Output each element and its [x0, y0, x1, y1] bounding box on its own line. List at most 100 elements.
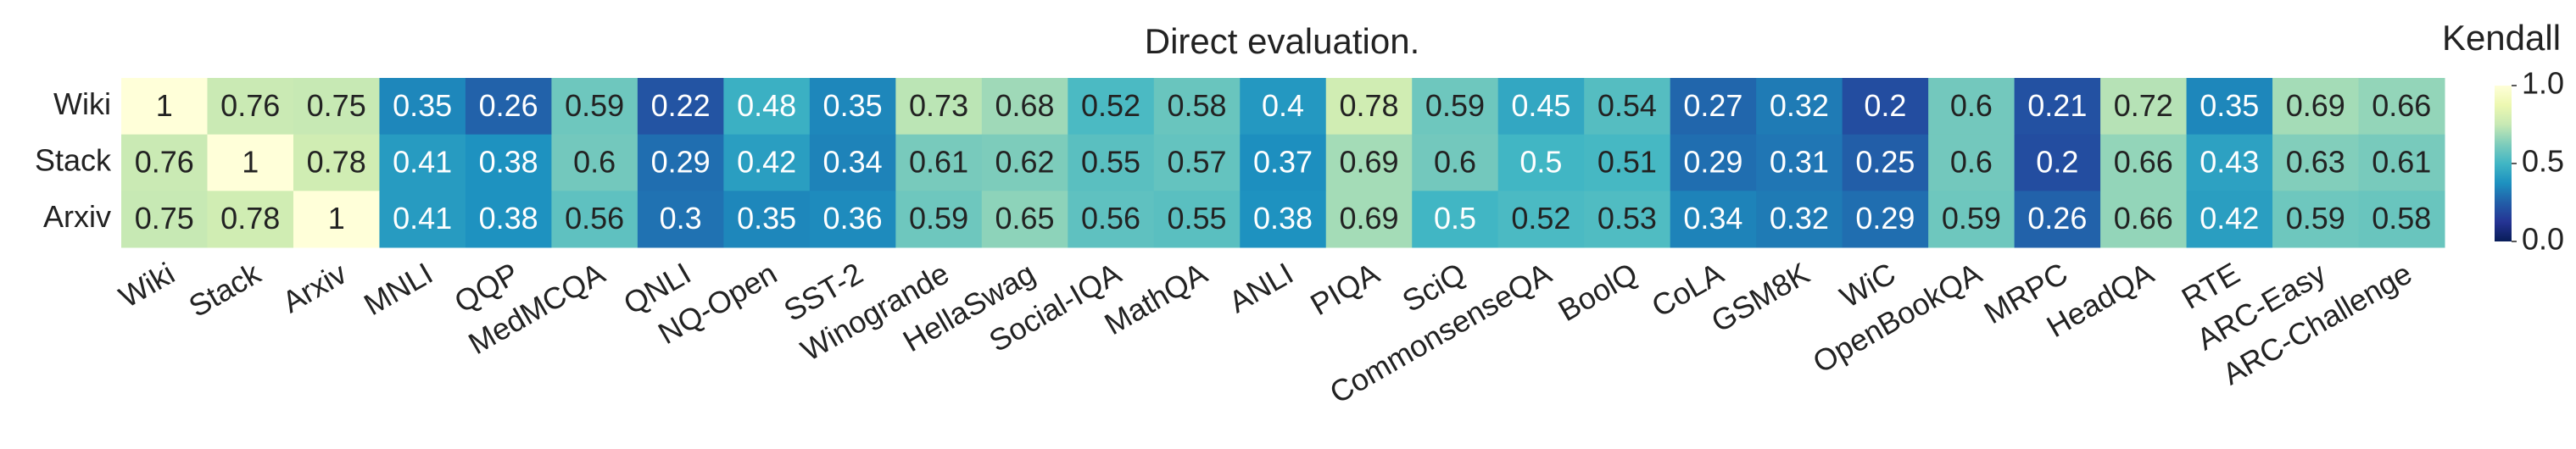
heatmap-cell [637, 191, 724, 248]
cell-label: 0.5 [1519, 145, 1562, 180]
heatmap-cell [1928, 78, 2016, 136]
cell-label: 0.59 [1425, 88, 1485, 123]
cell-label: 0.59 [909, 201, 968, 236]
heatmap-cell [551, 78, 638, 136]
heatmap-cell [2100, 78, 2188, 136]
cell-label: 0.36 [823, 201, 883, 236]
heatmap-cell [809, 191, 896, 248]
cell-label: 0.32 [1770, 201, 1829, 236]
heatmap-cell [207, 134, 294, 191]
heatmap-cell [1497, 191, 1585, 248]
cell-label: 0.45 [1511, 88, 1570, 123]
heatmap-cell [2272, 134, 2360, 191]
heatmap-cell [981, 191, 1068, 248]
heatmap-cell [1584, 191, 1671, 248]
cell-label: 0.69 [2286, 88, 2345, 123]
heatmap-cell [121, 191, 208, 248]
cell-label: 0.38 [479, 145, 538, 180]
cell-label: 1 [156, 88, 173, 123]
cell-label: 0.35 [2200, 88, 2259, 123]
heatmap-cell [2014, 78, 2101, 136]
heatmap-cell [723, 191, 811, 248]
heatmap-cell [2358, 78, 2445, 136]
heatmap-cell [121, 78, 208, 136]
cell-label: 0.21 [2027, 88, 2087, 123]
heatmap-cell [2186, 134, 2273, 191]
heatmap-cell [1584, 134, 1671, 191]
heatmap-cell [379, 134, 466, 191]
heatmap-cell [465, 191, 552, 248]
y-tick-label: Stack [35, 143, 112, 178]
heatmap-cell [1325, 134, 1413, 191]
heatmap-cell [2272, 191, 2360, 248]
x-tick-label: PIQA [1304, 256, 1385, 323]
heatmap-cell [465, 78, 552, 136]
heatmap-cell [1928, 134, 2016, 191]
heatmap-cell [1325, 78, 1413, 136]
heatmap-cell [379, 191, 466, 248]
heatmap-cell [207, 191, 294, 248]
cell-label: 0.63 [2286, 145, 2345, 180]
x-tick-label: Wiki [113, 256, 180, 314]
heatmap-cell [1670, 78, 1757, 136]
heatmap-cell [895, 134, 983, 191]
cell-label: 0.27 [1683, 88, 1742, 123]
cell-label: 0.78 [220, 201, 280, 236]
heatmap-cell [207, 78, 294, 136]
heatmap-cell [1153, 191, 1241, 248]
heatmap-cell [1497, 134, 1585, 191]
heatmap-cell [637, 78, 724, 136]
heatmap-cell [1240, 191, 1327, 248]
cell-label: 0.59 [2286, 201, 2345, 236]
x-tick-label: GSM8K [1705, 256, 1815, 340]
heatmap-cell [1412, 78, 1499, 136]
cell-label: 0.66 [2114, 145, 2173, 180]
colorbar [2495, 86, 2512, 241]
cell-label: 0.6 [1950, 88, 1993, 123]
cell-label: 0.62 [995, 145, 1055, 180]
cell-label: 0.58 [1167, 88, 1226, 123]
cell-label: 0.34 [823, 145, 883, 180]
heatmap-cell [1756, 134, 1843, 191]
cell-label: 0.26 [479, 88, 538, 123]
heatmap-cell [121, 134, 208, 191]
heatmap-cell [1240, 78, 1327, 136]
cell-label: 0.65 [995, 201, 1055, 236]
cell-label: 0.26 [2027, 201, 2087, 236]
cell-label: 0.25 [1855, 145, 1915, 180]
cell-label: 1 [242, 145, 259, 180]
cell-label: 0.2 [1864, 88, 1906, 123]
cell-label: 0.57 [1167, 145, 1226, 180]
cell-label: 0.35 [393, 88, 452, 123]
cell-label: 0.76 [220, 88, 280, 123]
cell-label: 0.34 [1683, 201, 1742, 236]
cell-label: 0.75 [307, 88, 366, 123]
cell-label: 0.52 [1081, 88, 1140, 123]
heatmap-cell [1928, 191, 2016, 248]
heatmap-cell [809, 134, 896, 191]
cell-label: 0.43 [2200, 145, 2259, 180]
heatmap-cell [551, 191, 638, 248]
cell-label: 0.75 [135, 201, 194, 236]
x-tick-label: Stack [183, 255, 267, 324]
heatmap-cell [1842, 78, 1929, 136]
cell-label: 0.4 [1262, 88, 1304, 123]
cell-label: 0.6 [1950, 145, 1993, 180]
cell-label: 0.55 [1081, 145, 1140, 180]
x-tick-label: OpenBookQA [1807, 256, 1988, 380]
cell-label: 0.56 [1081, 201, 1140, 236]
heatmap-cell [1756, 191, 1843, 248]
cell-label: 0.69 [1339, 145, 1398, 180]
cell-label: 0.22 [651, 88, 711, 123]
cell-label: 0.38 [479, 201, 538, 236]
cell-label: 0.31 [1770, 145, 1829, 180]
heatmap-cell [1412, 191, 1499, 248]
chart-title: Direct evaluation. [1145, 21, 1420, 61]
heatmap-cell [1412, 134, 1499, 191]
cell-label: 0.55 [1167, 201, 1226, 236]
x-tick-label: MNLI [358, 256, 438, 323]
heatmap-cell [2100, 134, 2188, 191]
cell-label: 0.59 [565, 88, 624, 123]
cell-label: 0.41 [393, 145, 452, 180]
heatmap-cell [723, 78, 811, 136]
